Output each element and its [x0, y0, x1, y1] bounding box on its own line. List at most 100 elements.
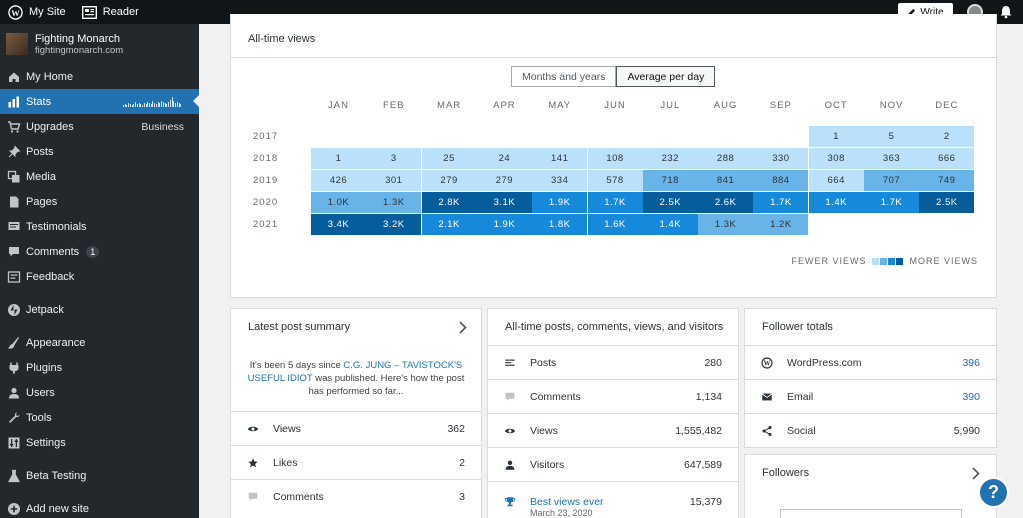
wordpress-icon: W [8, 4, 23, 20]
plan-label: Business [141, 120, 184, 133]
stat-value: 15,379 [689, 495, 722, 508]
heatmap-cell[interactable]: 334 [532, 170, 588, 191]
sidebar-item-stats[interactable]: Stats [0, 89, 199, 114]
year-label: 2021 [253, 219, 279, 230]
plugin-icon [7, 361, 21, 375]
heatmap-cell[interactable]: 141 [532, 148, 588, 169]
legend-swatch-4 [896, 257, 904, 265]
comment-icon [248, 492, 258, 501]
heatmap-cell[interactable]: 1.7K [753, 192, 809, 213]
heatmap-cell[interactable]: 5 [864, 126, 919, 147]
heatmap-cell[interactable]: 1.4K [642, 214, 698, 235]
heatmap-cell[interactable]: 3.1K [476, 192, 532, 213]
heatmap-cell[interactable]: 1.6K [587, 214, 643, 235]
heatmap-cell[interactable]: 2 [919, 126, 975, 147]
heatmap-cell[interactable]: 1.7K [864, 192, 919, 213]
stat-value[interactable]: 390 [962, 390, 980, 403]
heatmap-cell[interactable]: 1.2K [753, 214, 809, 235]
heatmap-cell[interactable]: 1 [808, 126, 864, 147]
my-site-link[interactable]: W My Site [0, 0, 74, 24]
stat-row-best-views-ever[interactable]: Best views ever 15,379 March 23, 2020 [488, 481, 738, 518]
heatmap-cell[interactable]: 749 [919, 170, 975, 191]
heatmap-cell[interactable]: 1.3K [698, 214, 754, 235]
heatmap-cell[interactable]: 1 [311, 148, 366, 169]
sidebar-item-users[interactable]: Users [0, 380, 199, 405]
heatmap-cell[interactable]: 279 [476, 170, 532, 191]
stat-label[interactable]: Best views ever [530, 495, 604, 508]
sidebar-item-appearance[interactable]: Appearance [0, 330, 199, 355]
heatmap-cell[interactable]: 1.4K [808, 192, 864, 213]
heatmap-cell[interactable]: 1.8K [532, 214, 588, 235]
heatmap-cell[interactable]: 707 [864, 170, 919, 191]
toggle-average-per-day[interactable]: Average per day [616, 66, 716, 87]
sidebar-item-label: Settings [26, 436, 66, 449]
sidebar-item-my-home[interactable]: My Home [0, 64, 199, 89]
heatmap-cell[interactable]: 308 [808, 148, 864, 169]
heatmap-cell[interactable]: 718 [642, 170, 698, 191]
sidebar-item-testimonials[interactable]: Testimonials [0, 214, 199, 239]
followers-card: Followers [744, 454, 997, 518]
latest-post-link[interactable]: C.G. JUNG – TAVISTOCK'S USEFUL IDIOT [247, 360, 463, 384]
heatmap-cell[interactable]: 232 [642, 148, 698, 169]
heatmap-cell[interactable]: 664 [808, 170, 864, 191]
sidebar-item-feedback[interactable]: Feedback [0, 264, 199, 289]
year-label: 2019 [253, 175, 279, 186]
heatmap-cell[interactable]: 1.3K [366, 192, 422, 213]
heatmap-cell[interactable]: 24 [476, 148, 532, 169]
sidebar-item-add-new-site[interactable]: Add new site [0, 496, 199, 518]
heatmap-cell[interactable]: 1.0K [311, 192, 366, 213]
heatmap-cell[interactable]: 426 [311, 170, 366, 191]
year-label: 2017 [253, 131, 279, 142]
heatmap-cell[interactable]: 841 [698, 170, 754, 191]
heatmap-cell[interactable]: 2.8K [421, 192, 477, 213]
sidebar-item-label: Jetpack [26, 303, 64, 316]
heatmap-cell[interactable]: 1.9K [532, 192, 588, 213]
help-button[interactable]: ? [978, 477, 1009, 508]
heatmap-cell[interactable]: 3.4K [311, 214, 366, 235]
heatmap-cell[interactable]: 301 [366, 170, 422, 191]
heatmap-cell[interactable]: 3.2K [366, 214, 422, 235]
all-time-views-card: All-time views Months and years Average … [230, 14, 997, 298]
cart-icon [7, 120, 21, 134]
sidebar-item-posts[interactable]: Posts [0, 139, 199, 164]
toggle-months-years[interactable]: Months and years [511, 66, 617, 87]
stat-value: 280 [704, 356, 722, 369]
heatmap-cell[interactable]: 578 [587, 170, 643, 191]
notifications-icon[interactable] [997, 3, 1015, 21]
heatmap-cell[interactable]: 1.7K [587, 192, 643, 213]
sidebar-item-tools[interactable]: Tools [0, 405, 199, 430]
heatmap-cell[interactable]: 666 [919, 148, 975, 169]
heatmap-cell[interactable]: 330 [753, 148, 809, 169]
sidebar-item-plugins[interactable]: Plugins [0, 355, 199, 380]
heatmap-cell[interactable]: 884 [753, 170, 809, 191]
chevron-right-icon[interactable] [458, 321, 467, 334]
heatmap-cell[interactable]: 25 [421, 148, 477, 169]
heatmap-cell[interactable]: 288 [698, 148, 754, 169]
sidebar-item-beta-testing[interactable]: Beta Testing [0, 463, 199, 488]
month-label: SEP [769, 100, 792, 111]
followers-header[interactable]: Followers [745, 455, 996, 491]
heatmap-cell[interactable]: 2.5K [642, 192, 698, 213]
stat-value: 647,589 [684, 458, 722, 471]
sidebar-item-comments[interactable]: Comments 1 [0, 239, 199, 264]
latest-post-header[interactable]: Latest post summary [231, 309, 481, 345]
sidebar-item-jetpack[interactable]: Jetpack [0, 297, 199, 322]
heatmap-cell[interactable]: 279 [421, 170, 477, 191]
followers-tab-strip[interactable] [780, 509, 962, 518]
stat-value[interactable]: 396 [962, 356, 980, 369]
sidebar-item-media[interactable]: Media [0, 164, 199, 189]
sidebar-item-upgrades[interactable]: Upgrades Business [0, 114, 199, 139]
heatmap-cell[interactable]: 3 [366, 148, 422, 169]
heatmap-cell[interactable]: 2.5K [919, 192, 975, 213]
heatmap-cell[interactable]: 2.6K [698, 192, 754, 213]
heatmap-cell[interactable]: 363 [864, 148, 919, 169]
sidebar-item-pages[interactable]: Pages [0, 189, 199, 214]
site-selector[interactable]: Fighting Monarch fightingmonarch.com [0, 24, 199, 64]
heatmap-cell[interactable]: 1.9K [476, 214, 532, 235]
reader-link[interactable]: Reader [74, 0, 147, 24]
month-label: JAN [328, 100, 349, 111]
sidebar-item-settings[interactable]: Settings [0, 430, 199, 455]
heatmap-cell[interactable]: 108 [587, 148, 643, 169]
heatmap-cell[interactable]: 2.1K [421, 214, 477, 235]
chevron-right-icon[interactable] [971, 467, 980, 480]
